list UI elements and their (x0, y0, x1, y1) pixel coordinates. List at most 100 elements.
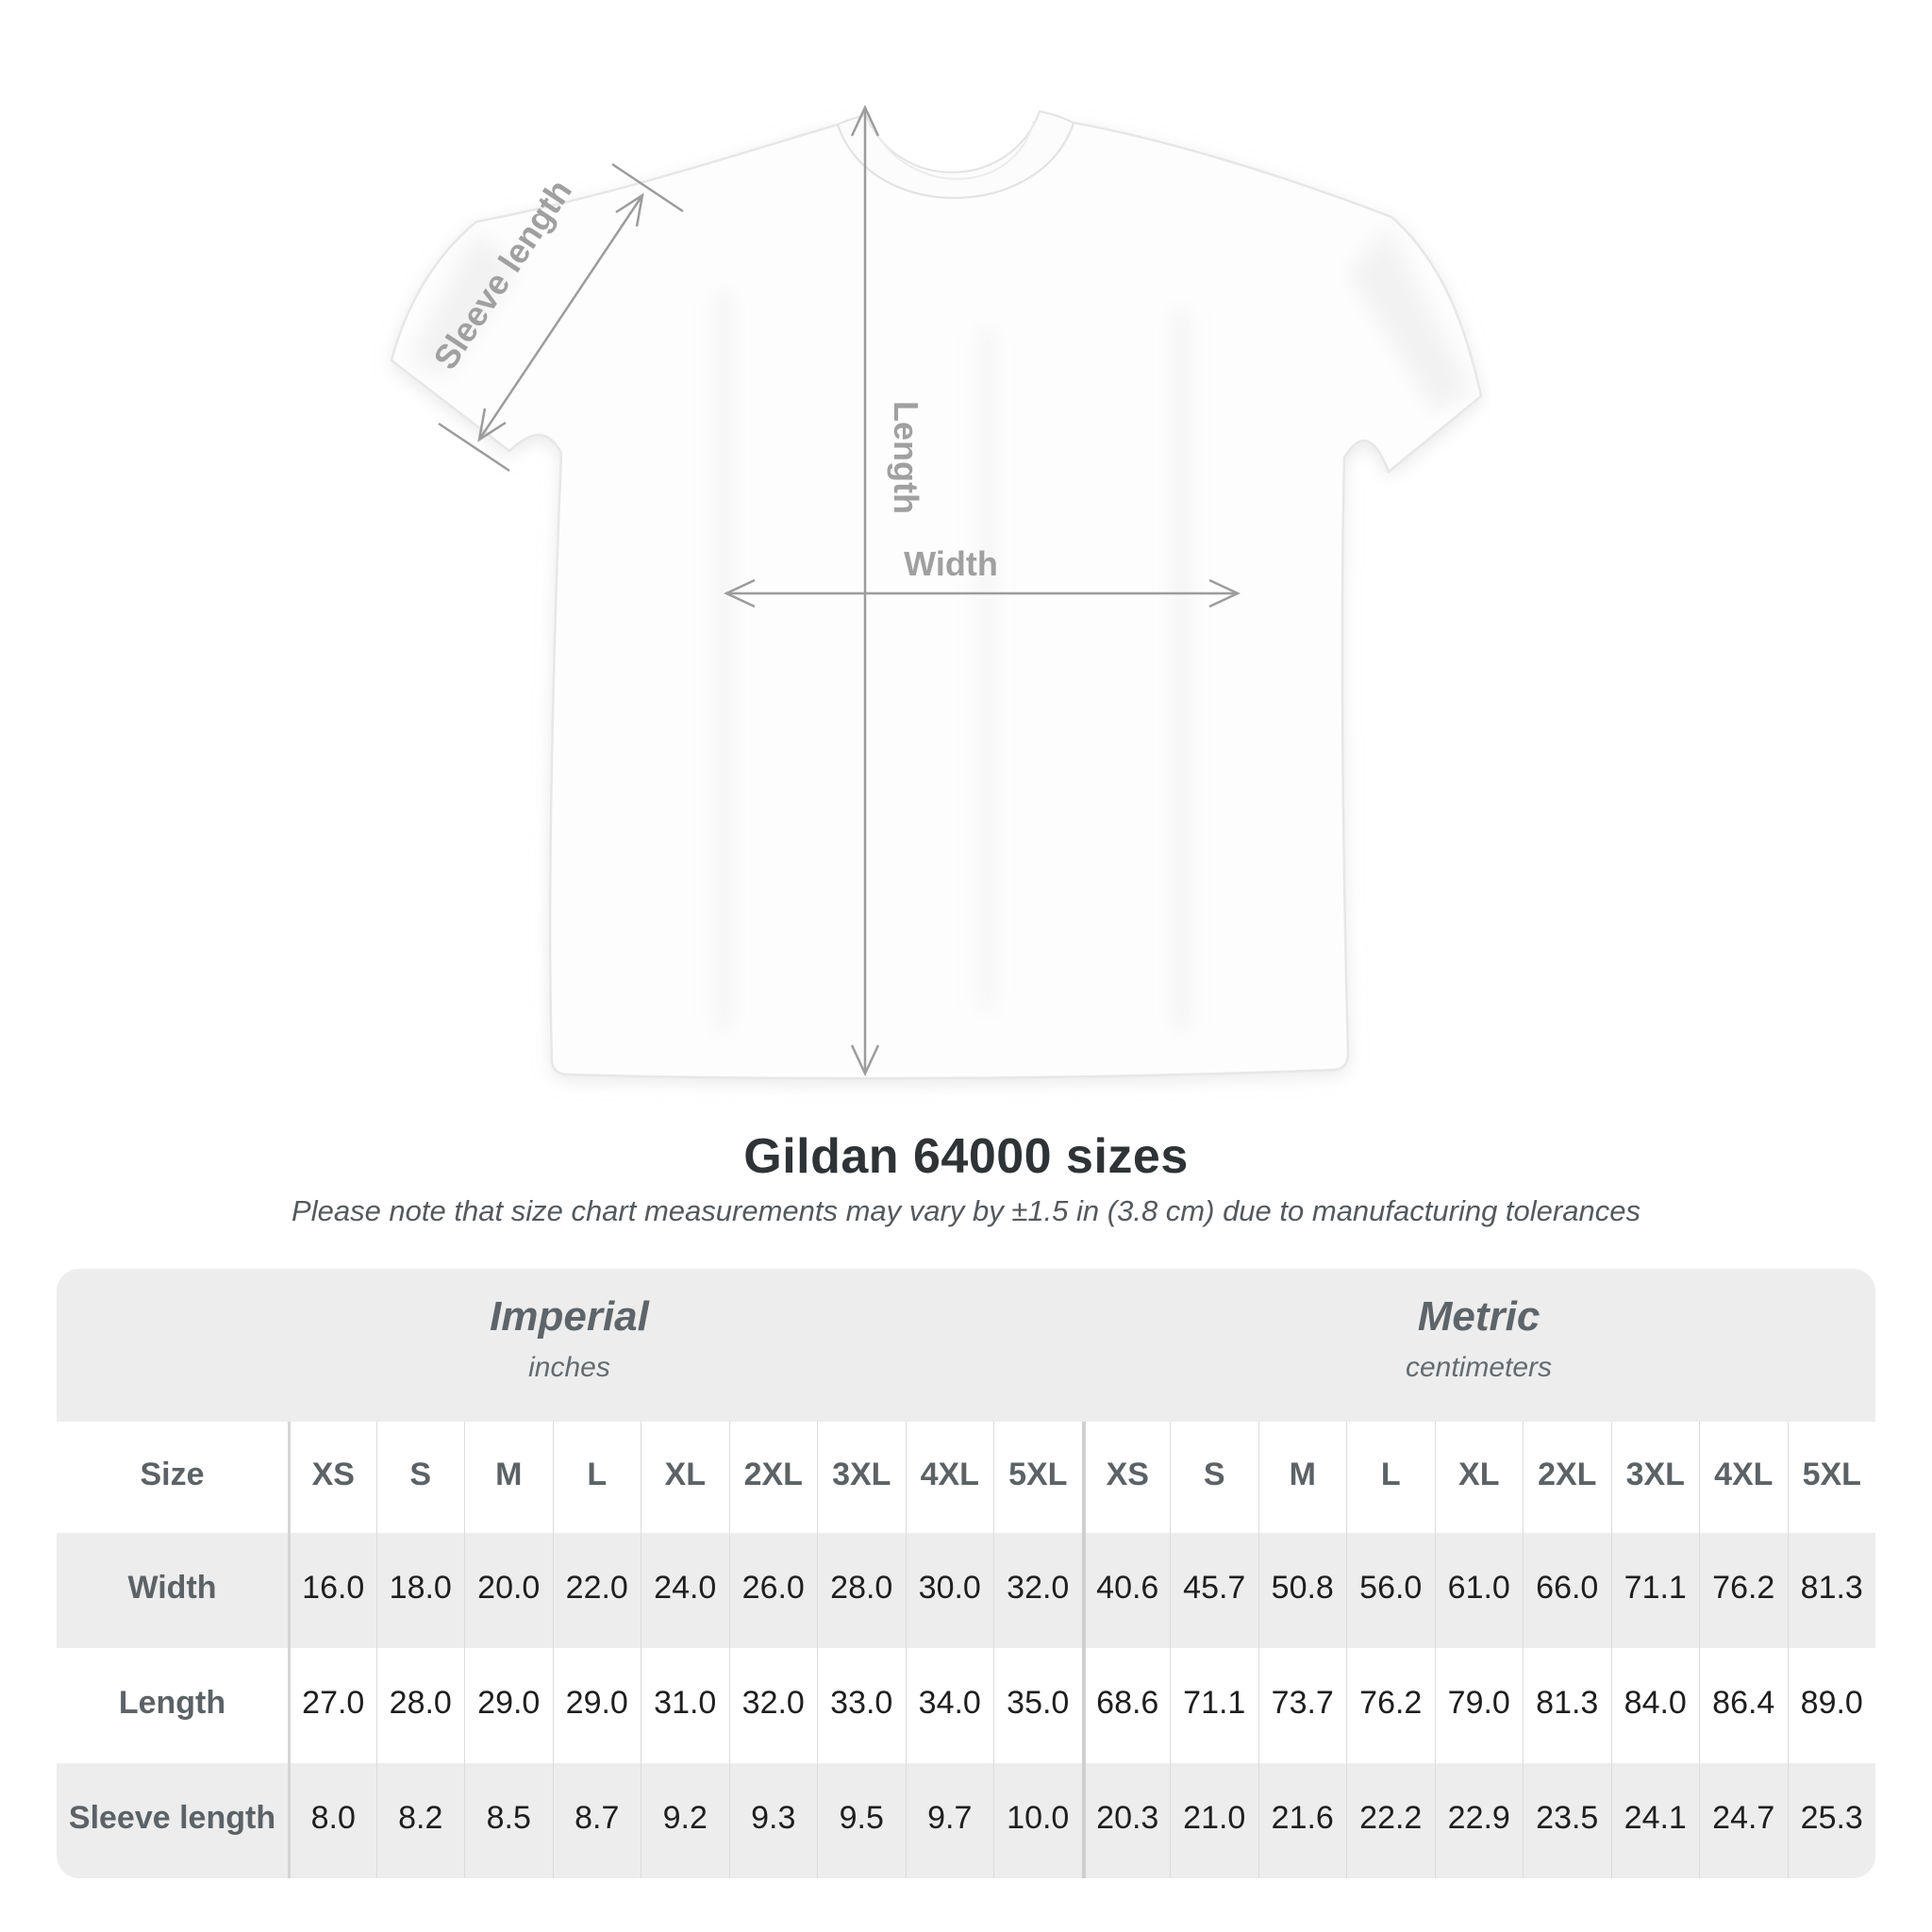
group-imperial-title: Imperial (490, 1293, 649, 1340)
value-metric-xl: 61.0 (1434, 1533, 1524, 1648)
value-imperial-l: 22.0 (552, 1533, 641, 1648)
group-metric-unit: centimeters (1405, 1352, 1553, 1383)
value-imperial-m: 20.0 (464, 1533, 553, 1648)
value-imperial-l: 8.7 (552, 1763, 641, 1878)
size-header-metric-2xl: 2XL (1523, 1422, 1611, 1533)
size-table: Imperial inches Metric centimeters Size … (57, 1269, 1875, 1878)
value-imperial-5xl: 35.0 (993, 1648, 1082, 1763)
value-metric-3xl: 71.1 (1610, 1533, 1700, 1648)
size-header-metric-xs: XS (1081, 1422, 1171, 1533)
value-metric-m: 73.7 (1257, 1648, 1347, 1763)
value-metric-4xl: 86.4 (1699, 1648, 1788, 1763)
size-header-imperial-xl: XL (641, 1422, 729, 1533)
value-imperial-5xl: 32.0 (993, 1533, 1082, 1648)
size-header-metric-3xl: 3XL (1610, 1422, 1700, 1533)
value-imperial-l: 29.0 (552, 1648, 641, 1763)
value-imperial-m: 8.5 (464, 1763, 553, 1878)
group-metric-title: Metric (1417, 1293, 1541, 1340)
value-imperial-2xl: 9.3 (728, 1763, 818, 1878)
value-metric-4xl: 76.2 (1699, 1533, 1788, 1648)
row-label: Sleeve length (68, 1799, 276, 1836)
table-row-sleeve-length: Sleeve length 8.0 8.2 8.5 8.7 9.2 9.3 9.5 9.7 10.… (57, 1763, 1875, 1878)
value-imperial-5xl: 10.0 (993, 1763, 1082, 1878)
value-metric-m: 50.8 (1257, 1533, 1347, 1648)
group-imperial: Imperial inches (57, 1269, 1082, 1422)
value-metric-m: 21.6 (1257, 1763, 1347, 1878)
value-metric-2xl: 23.5 (1523, 1763, 1611, 1878)
value-imperial-xs: 16.0 (288, 1533, 376, 1648)
size-header-metric-5xl: 5XL (1787, 1422, 1876, 1533)
size-header-imperial-s: S (375, 1422, 465, 1533)
table-row-width: Width 16.0 18.0 20.0 22.0 24.0 26.0 28.0 30.0 32.… (57, 1533, 1875, 1648)
units-group-row: Imperial inches Metric centimeters (57, 1269, 1875, 1422)
size-header-imperial-2xl: 2XL (728, 1422, 818, 1533)
value-imperial-4xl: 34.0 (905, 1648, 994, 1763)
group-imperial-unit: inches (528, 1352, 610, 1383)
size-header-metric-4xl: 4XL (1699, 1422, 1788, 1533)
value-metric-3xl: 84.0 (1610, 1648, 1700, 1763)
sleeve-length-arrow (438, 162, 684, 473)
length-arrow (850, 105, 880, 1076)
row-label: Width (127, 1569, 217, 1606)
value-imperial-xl: 24.0 (641, 1533, 729, 1648)
fabric-folds (410, 226, 1472, 1028)
value-metric-xs: 20.3 (1081, 1763, 1171, 1878)
value-metric-s: 71.1 (1170, 1648, 1258, 1763)
page-title: Gildan 64000 sizes (743, 1129, 1189, 1184)
value-metric-xl: 22.9 (1434, 1763, 1524, 1878)
value-metric-s: 21.0 (1170, 1763, 1258, 1878)
value-imperial-3xl: 9.5 (817, 1763, 906, 1878)
value-metric-xl: 79.0 (1434, 1648, 1524, 1763)
value-imperial-4xl: 30.0 (905, 1533, 994, 1648)
table-body: Width 16.0 18.0 20.0 22.0 24.0 26.0 28.0 30.0 32.… (57, 1533, 1875, 1878)
value-metric-2xl: 66.0 (1523, 1533, 1611, 1648)
value-metric-2xl: 81.3 (1523, 1648, 1611, 1763)
size-header-metric-l: L (1346, 1422, 1435, 1533)
tshirt-size-diagram: Length Width Sleeve length (390, 105, 1483, 1080)
table-row-length: Length 27.0 28.0 29.0 29.0 31.0 32.0 33.0 34.0 35… (57, 1648, 1875, 1763)
tshirt-graphic (390, 109, 1483, 1080)
size-header-imperial-xs: XS (288, 1422, 376, 1533)
value-metric-l: 76.2 (1346, 1648, 1435, 1763)
size-header-imperial-l: L (552, 1422, 641, 1533)
value-imperial-m: 29.0 (464, 1648, 553, 1763)
value-imperial-4xl: 9.7 (905, 1763, 994, 1878)
size-header-metric-s: S (1170, 1422, 1258, 1533)
size-header-imperial-3xl: 3XL (817, 1422, 906, 1533)
value-imperial-3xl: 28.0 (817, 1533, 906, 1648)
value-imperial-xs: 27.0 (288, 1648, 376, 1763)
row-label: Length (118, 1684, 226, 1721)
size-header-metric-xl: XL (1434, 1422, 1524, 1533)
value-metric-4xl: 24.7 (1699, 1763, 1788, 1878)
width-arrow (724, 578, 1241, 608)
value-metric-s: 45.7 (1170, 1533, 1258, 1648)
value-imperial-2xl: 32.0 (728, 1648, 818, 1763)
size-header-imperial-5xl: 5XL (993, 1422, 1082, 1533)
value-imperial-s: 8.2 (375, 1763, 465, 1878)
value-metric-5xl: 25.3 (1787, 1763, 1876, 1878)
value-metric-xs: 68.6 (1081, 1648, 1171, 1763)
value-imperial-xl: 31.0 (641, 1648, 729, 1763)
value-metric-xs: 40.6 (1081, 1533, 1171, 1648)
value-metric-l: 22.2 (1346, 1763, 1435, 1878)
length-label: Length (887, 401, 925, 514)
value-imperial-s: 18.0 (375, 1533, 465, 1648)
measurement-lines (438, 105, 1241, 1076)
page-subtitle: Please note that size chart measurements… (291, 1194, 1641, 1227)
value-metric-3xl: 24.1 (1610, 1763, 1700, 1878)
value-imperial-s: 28.0 (375, 1648, 465, 1763)
size-header-imperial-4xl: 4XL (905, 1422, 994, 1533)
width-label: Width (904, 544, 998, 583)
value-metric-l: 56.0 (1346, 1533, 1435, 1648)
collar-stitch (872, 120, 1035, 180)
value-imperial-2xl: 26.0 (728, 1533, 818, 1648)
value-metric-5xl: 81.3 (1787, 1533, 1876, 1648)
value-metric-5xl: 89.0 (1787, 1648, 1876, 1763)
size-column-header: Size (140, 1456, 205, 1492)
group-metric: Metric centimeters (1082, 1269, 1875, 1422)
size-header-row: Size XS S M L XL 2XL 3XL 4XL 5XL XS S M L XL 2XL 3XL 4XL… (57, 1422, 1875, 1533)
value-imperial-3xl: 33.0 (817, 1648, 906, 1763)
size-header-metric-m: M (1257, 1422, 1347, 1533)
value-imperial-xs: 8.0 (288, 1763, 376, 1878)
value-imperial-xl: 9.2 (641, 1763, 729, 1878)
